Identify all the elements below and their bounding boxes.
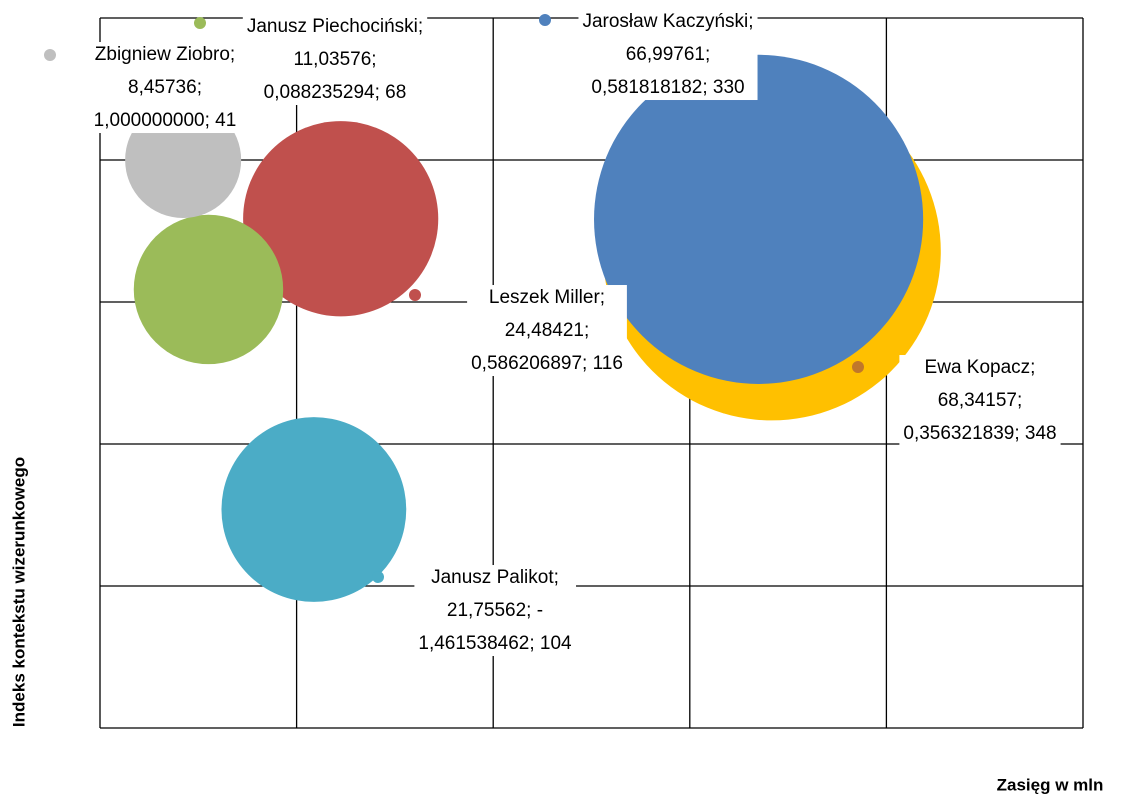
label-background bbox=[89, 42, 241, 134]
label-marker bbox=[409, 289, 421, 301]
label-marker bbox=[44, 49, 56, 61]
label-background bbox=[414, 565, 577, 657]
data-label: Ewa Kopacz; 68,34157; 0,356321839; 348 bbox=[852, 355, 1061, 447]
data-label-line: 8,45736; bbox=[128, 77, 202, 98]
label-marker bbox=[852, 361, 864, 373]
data-label-line: Janusz Palikot; bbox=[431, 567, 559, 588]
label-marker bbox=[539, 14, 551, 26]
data-label: Zbigniew Ziobro; 8,45736; 1,000000000; 41 bbox=[44, 42, 241, 134]
data-label-line: 66,99761; bbox=[626, 44, 711, 65]
label-background bbox=[467, 285, 627, 377]
data-label-line: 68,34157; bbox=[938, 390, 1023, 411]
data-label-line: 0,586206897; 116 bbox=[471, 353, 623, 374]
data-label-line: Janusz Piechociński; bbox=[247, 16, 423, 37]
y-axis-title: Indeks kontekstu wizerunkowego bbox=[9, 457, 28, 727]
data-label-line: Jarosław Kaczyński; bbox=[582, 11, 753, 32]
data-label-line: 21,75562; - bbox=[447, 600, 543, 621]
x-axis-title: Zasięg w mln bbox=[997, 775, 1104, 794]
label-marker bbox=[372, 571, 384, 583]
data-label: Jarosław Kaczyński; 66,99761; 0,581818182;… bbox=[539, 9, 758, 101]
data-label-line: 1,000000000; 41 bbox=[94, 110, 237, 131]
data-label: Janusz Piechociński; 11,03576; 0,088235294… bbox=[194, 14, 428, 106]
bubble bbox=[221, 417, 407, 602]
data-label: Leszek Miller; 24,48421; 0,586206897; 116 bbox=[409, 285, 627, 377]
label-background bbox=[899, 355, 1061, 447]
bubble bbox=[243, 121, 439, 317]
data-label-line: 0,581818182; 330 bbox=[591, 77, 744, 98]
label-background bbox=[578, 9, 758, 101]
data-label-line: 1,461538462; 104 bbox=[418, 633, 572, 654]
data-label-line: 0,356321839; 348 bbox=[903, 423, 1056, 444]
data-label: Janusz Palikot; 21,75562; - 1,461538462; 1… bbox=[372, 565, 577, 657]
bubble bbox=[133, 214, 284, 365]
data-label-line: 0,088235294; 68 bbox=[264, 82, 407, 103]
data-label-line: 24,48421; bbox=[505, 320, 590, 341]
bubble bbox=[594, 54, 924, 384]
data-label-line: Zbigniew Ziobro; bbox=[95, 44, 235, 65]
data-label-line: Ewa Kopacz; bbox=[925, 357, 1036, 378]
data-label-line: Leszek Miller; bbox=[489, 287, 605, 308]
label-marker bbox=[194, 17, 206, 29]
label-background bbox=[242, 14, 428, 106]
data-label-line: 11,03576; bbox=[293, 49, 376, 70]
